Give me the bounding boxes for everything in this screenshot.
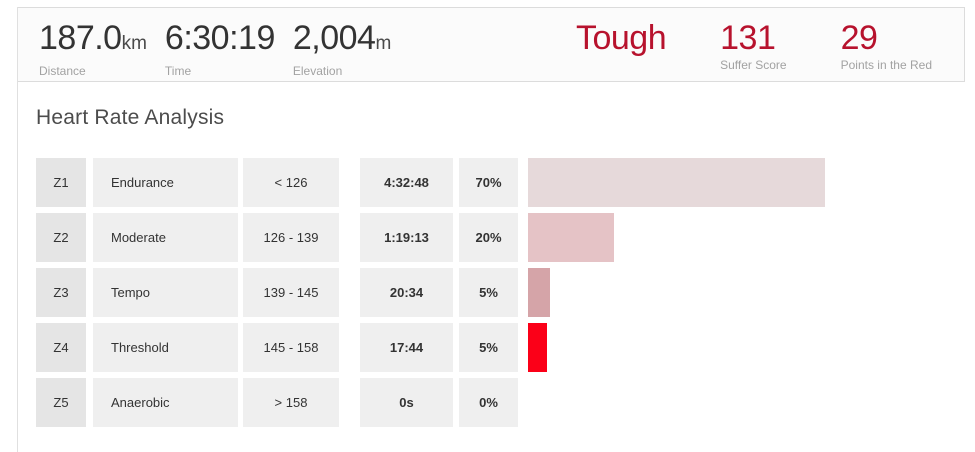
distance-label: Distance [39,64,86,78]
elevation-unit: m [375,33,392,54]
hr-zone-row-z4: Z4 Threshold 145 - 158 17:44 5% [36,323,965,372]
points-in-red-label: Points in the Red [840,58,932,72]
hr-zone-row-z2: Z2 Moderate 126 - 139 1:19:13 20% [36,213,965,262]
stat-distance: 187.0km Distance [39,19,147,78]
stat-points-in-red: 29 Points in the Red [841,19,932,72]
hr-zones-table: Z1 Endurance < 126 4:32:48 70% Z2 Modera… [36,158,965,427]
zone-id-cell: Z4 [36,323,86,372]
zone-pct-cell: 5% [459,323,518,372]
zone-time-cell: 0s [360,378,453,427]
distance-value-line: 187.0km [39,19,147,63]
zone-time-cell: 4:32:48 [360,158,453,207]
stat-suffer-score: 131 Suffer Score [720,19,786,72]
zone-time-cell: 17:44 [360,323,453,372]
elevation-value-line: 2,004m [293,19,391,63]
zone-time-cell: 20:34 [360,268,453,317]
hr-zone-row-z5: Z5 Anaerobic > 158 0s 0% [36,378,965,427]
stat-time: 6:30:19 Time [165,19,275,78]
suffer-score-group: Tough 131 Suffer Score 29 Points in the … [576,19,954,72]
zone-range-cell: 145 - 158 [243,323,339,372]
zone-range-cell: < 126 [243,158,339,207]
zone-pct-cell: 5% [459,268,518,317]
zone-id-cell: Z3 [36,268,86,317]
time-value: 6:30:19 [164,19,275,57]
zone-name-cell: Tempo [93,268,238,317]
suffer-rating-value: Tough [575,19,667,57]
activity-summary-bar: 187.0km Distance 6:30:19 Time 2,004m Ele… [18,7,965,82]
elevation-value: 2,004 [292,19,376,57]
zone-time-bar [528,323,547,372]
zone-time-bar [528,213,614,262]
zone-pct-cell: 70% [459,158,518,207]
section-title: Heart Rate Analysis [36,106,225,129]
zone-id-cell: Z5 [36,378,86,427]
zone-name-cell: Endurance [93,158,238,207]
suffer-score-value: 131 [720,19,776,57]
suffer-score-label: Suffer Score [720,58,787,72]
time-value-line: 6:30:19 [165,19,275,63]
activity-panel: 187.0km Distance 6:30:19 Time 2,004m Ele… [17,7,965,452]
suffer-rating: Tough [575,19,667,57]
time-label: Time [164,64,192,78]
zone-name-cell: Moderate [93,213,238,262]
hr-zone-row-z1: Z1 Endurance < 126 4:32:48 70% [36,158,965,207]
heart-rate-analysis-section: Heart Rate Analysis Z1 Endurance < 126 4… [18,82,965,427]
zone-pct-cell: 20% [459,213,518,262]
zone-time-cell: 1:19:13 [360,213,453,262]
zone-pct-cell: 0% [459,378,518,427]
points-in-red-value: 29 [840,19,878,57]
zone-name-cell: Anaerobic [93,378,238,427]
distance-unit: km [121,33,147,54]
zone-id-cell: Z2 [36,213,86,262]
zone-range-cell: 126 - 139 [243,213,339,262]
zone-name-cell: Threshold [93,323,238,372]
stat-elevation: 2,004m Elevation [293,19,391,78]
zone-id-cell: Z1 [36,158,86,207]
zone-range-cell: > 158 [243,378,339,427]
distance-value: 187.0 [39,19,122,57]
elevation-label: Elevation [292,64,343,78]
hr-zone-row-z3: Z3 Tempo 139 - 145 20:34 5% [36,268,965,317]
zone-time-bar [528,268,550,317]
zone-range-cell: 139 - 145 [243,268,339,317]
zone-time-bar [528,158,825,207]
